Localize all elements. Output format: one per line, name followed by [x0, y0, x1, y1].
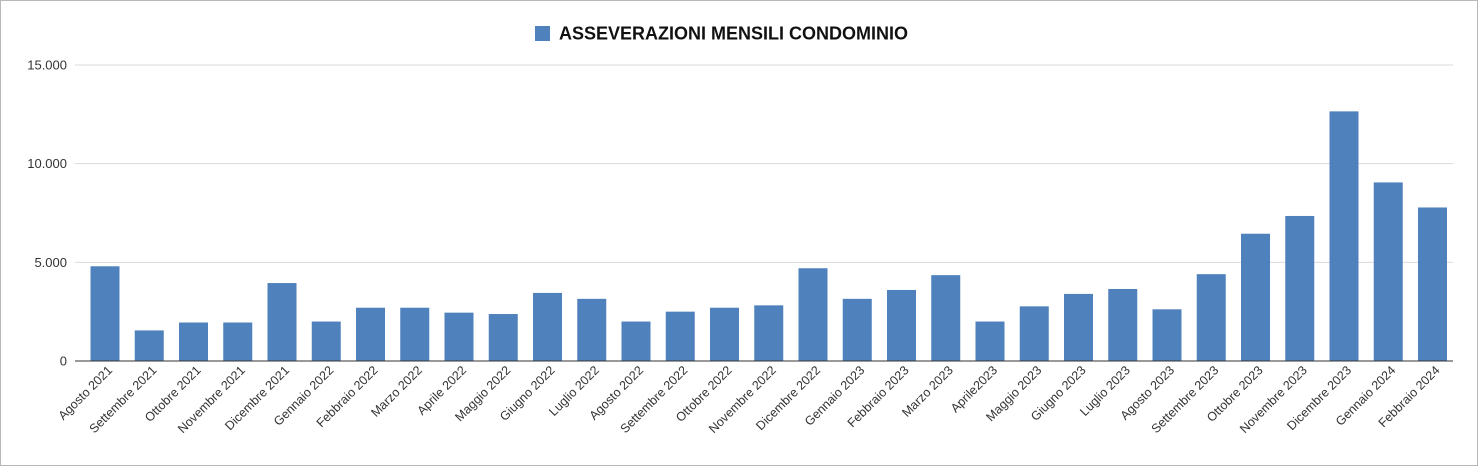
bar	[754, 305, 784, 361]
y-tick-label: 10.000	[27, 156, 67, 171]
bar	[798, 268, 828, 361]
bar	[1152, 309, 1182, 361]
bar	[931, 275, 961, 361]
bar	[1418, 207, 1447, 361]
bar	[1241, 233, 1270, 361]
bar	[1373, 182, 1403, 361]
y-tick-label: 15.000	[27, 58, 67, 73]
bar	[400, 307, 430, 361]
legend-swatch	[535, 26, 550, 41]
bar	[356, 307, 385, 361]
bar	[134, 330, 164, 361]
bar	[1108, 288, 1138, 361]
bar	[1064, 293, 1093, 361]
bar	[887, 289, 916, 361]
gridlines	[75, 64, 1453, 263]
y-tick-label: 0	[60, 354, 67, 369]
bar	[267, 283, 297, 361]
bar	[533, 292, 562, 361]
bar	[488, 314, 518, 361]
bar	[1196, 274, 1226, 361]
legend-label: ASSEVERAZIONI MENSILI CONDOMINIO	[559, 24, 908, 44]
bar	[621, 321, 651, 361]
y-tick-label: 5.000	[34, 255, 67, 270]
bar	[444, 312, 474, 361]
bar	[90, 266, 120, 361]
bars	[90, 111, 1447, 361]
bar	[665, 311, 695, 361]
bar	[1285, 215, 1315, 361]
bar	[842, 298, 872, 361]
y-axis-ticks: 0 5.000 10.000 15.000	[27, 58, 67, 369]
bar	[223, 322, 253, 361]
bar	[975, 321, 1005, 361]
bar	[577, 298, 607, 361]
bar	[179, 322, 208, 361]
bar	[1329, 111, 1359, 361]
bar	[710, 307, 739, 361]
bar	[311, 321, 341, 361]
legend: ASSEVERAZIONI MENSILI CONDOMINIO	[535, 24, 908, 44]
bar	[1019, 306, 1049, 361]
